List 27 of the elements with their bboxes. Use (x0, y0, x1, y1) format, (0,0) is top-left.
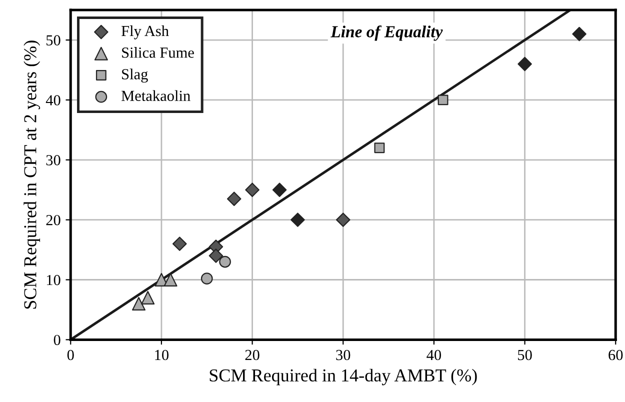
annotation: Line of Equality (330, 25, 443, 41)
y-tick-label: 0 (54, 334, 60, 346)
x-axis-title: SCM Required in 14-day AMBT (%) (210, 368, 477, 386)
legend-label: Fly Ash (121, 25, 169, 40)
x-tick-label: 50 (518, 350, 532, 360)
x-tick-label: 30 (336, 350, 350, 360)
legend-label: Slag (122, 68, 148, 83)
x-tick-label: 40 (426, 350, 442, 360)
x-tick-label: 10 (155, 350, 169, 360)
x-tick-label: 0 (67, 350, 74, 360)
y-tick-label: 50 (46, 35, 60, 46)
point (374, 142, 385, 154)
point (438, 94, 448, 106)
point (200, 272, 213, 284)
y-axis-title: SCM Required in CPT at 2 years (%) (24, 40, 40, 309)
point (219, 256, 231, 268)
point (132, 296, 146, 310)
point (164, 272, 178, 287)
point (141, 290, 155, 304)
legend-label: Metakaolin (121, 90, 190, 102)
y-tick-label: 40 (46, 95, 60, 106)
x-tick-label: 60 (608, 350, 623, 360)
x-tick-label: 20 (245, 350, 260, 360)
legend-label: Silica Fume (122, 47, 194, 58)
y-tick-label: 10 (46, 274, 60, 286)
y-tick-label: 30 (46, 155, 60, 166)
y-tick-label: 20 (46, 214, 60, 226)
